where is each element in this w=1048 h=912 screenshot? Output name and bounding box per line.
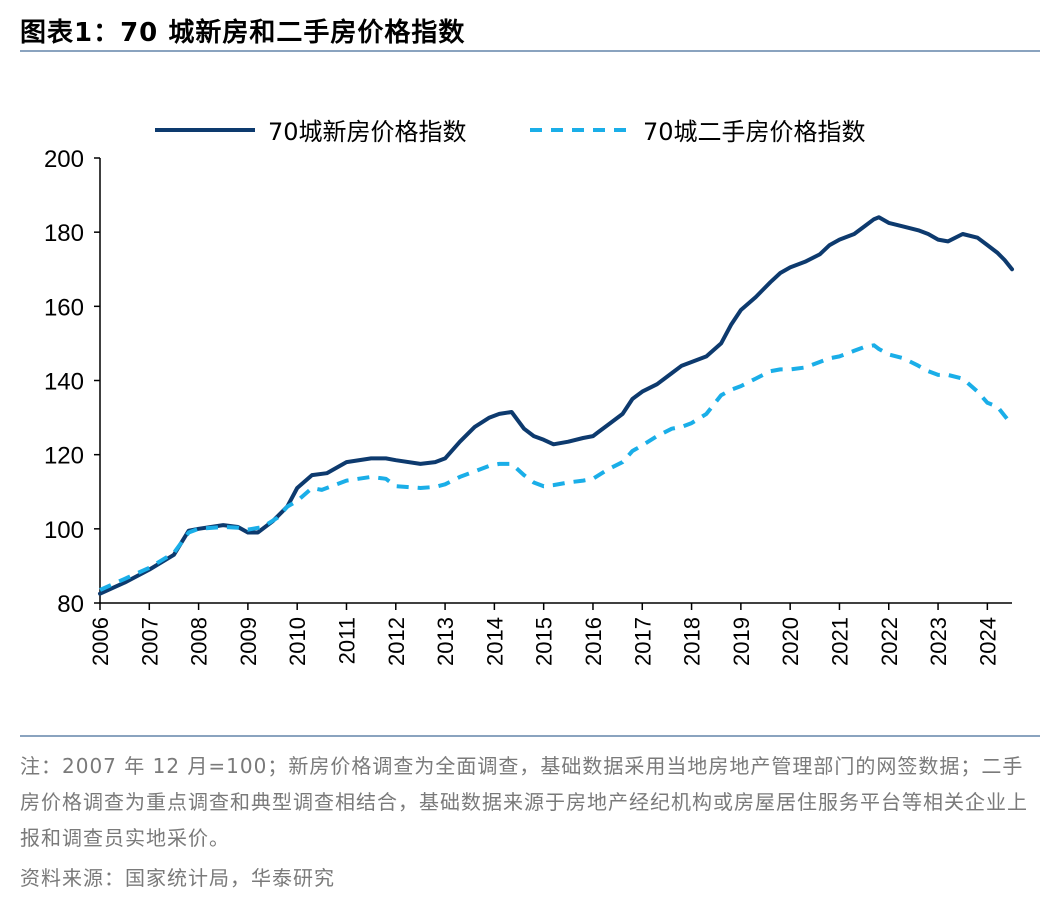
- x-tick-label: 2007: [137, 617, 162, 666]
- x-tick-label: 2017: [630, 617, 655, 666]
- footnote: 注：2007 年 12 月=100；新房价格调查为全面调查，基础数据采用当地房地…: [20, 754, 1028, 850]
- y-tick-label: 160: [44, 294, 84, 321]
- x-tick-label: 2023: [926, 617, 951, 666]
- title-divider: [20, 50, 1040, 52]
- x-tick-label: 2016: [581, 617, 606, 666]
- series-line-second-hand: [99, 343, 1014, 592]
- price-index-chart: 70城新房价格指数 70城二手房价格指数 80 100 120 140 160 180 20…: [44, 118, 1014, 666]
- series-lines: [98, 215, 1014, 596]
- x-tick-label: 2008: [187, 617, 212, 666]
- axes: 80 100 120 140 160 180 200 2006 2007 2008 2009 2010…: [44, 146, 1012, 666]
- figure-title: 图表1：70 城新房和二手房价格指数: [20, 18, 466, 48]
- y-tick-label: 140: [44, 369, 84, 396]
- source-note: 资料来源：国家统计局，华泰研究: [20, 866, 335, 890]
- legend: 70城新房价格指数 70城二手房价格指数: [155, 118, 866, 146]
- x-tick-label: 2010: [285, 617, 310, 666]
- x-tick-label: 2011: [334, 617, 359, 664]
- x-tick-label: 2006: [88, 617, 113, 666]
- x-tick-label: 2014: [482, 617, 507, 666]
- x-tick-label: 2021: [827, 617, 852, 666]
- x-tick-label: 2015: [532, 617, 557, 666]
- x-tick-label: 2013: [433, 617, 458, 666]
- x-tick-label: 2020: [778, 617, 803, 666]
- x-tick-label: 2012: [384, 617, 409, 666]
- y-tick-label: 80: [57, 591, 84, 618]
- legend-label-second: 70城二手房价格指数: [643, 118, 866, 146]
- footer-divider: [20, 735, 1040, 737]
- y-tick-label: 100: [44, 517, 84, 544]
- y-tick-label: 200: [44, 146, 84, 173]
- series-line-new-home: [98, 215, 1014, 596]
- x-tick-label: 2009: [236, 617, 261, 666]
- x-tick-label: 2019: [729, 617, 754, 666]
- y-tick-label: 120: [44, 443, 84, 470]
- y-tick-label: 180: [44, 220, 84, 247]
- x-tick-label: 2018: [680, 617, 705, 666]
- legend-label-new: 70城新房价格指数: [268, 118, 467, 146]
- x-tick-label: 2024: [975, 617, 1000, 666]
- x-tick-label: 2022: [877, 617, 902, 666]
